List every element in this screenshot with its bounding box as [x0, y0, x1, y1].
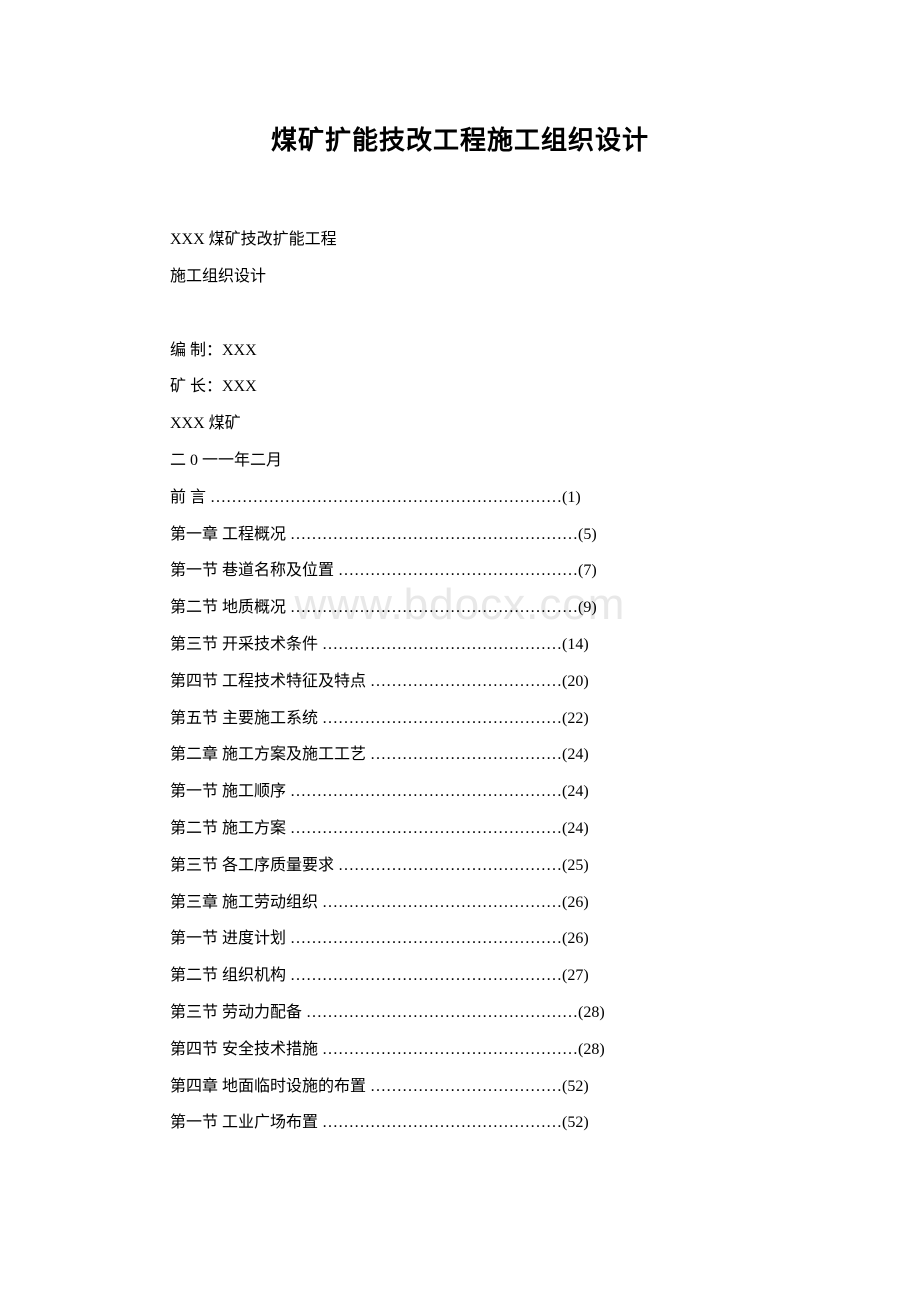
toc-page: (7) [578, 562, 597, 579]
toc-label: 第二节 施工方案 [170, 820, 286, 837]
toc-dots: ………………………………………………………… [206, 489, 562, 506]
document-title: 煤矿扩能技改工程施工组织设计 [170, 120, 750, 157]
toc-label: 第三节 各工序质量要求 [170, 857, 334, 874]
toc-entry: 第二节 施工方案 ……………………………………………(24) [170, 811, 750, 848]
toc-page: (22) [562, 710, 589, 727]
toc-entry: 第四节 安全技术措施 …………………………………………(28) [170, 1032, 750, 1069]
toc-label: 第二章 施工方案及施工工艺 [170, 746, 366, 763]
toc-page: (52) [562, 1078, 589, 1095]
header-line: XXX 煤矿技改扩能工程 [170, 222, 750, 259]
toc-entry: 第一章 工程概况 ………………………………………………(5) [170, 517, 750, 554]
toc-dots: …………………………………………… [302, 1004, 578, 1021]
toc-entry: 第四节 工程技术特征及特点 ………………………………(20) [170, 664, 750, 701]
toc-page: (24) [562, 746, 589, 763]
toc-label: 第三节 开采技术条件 [170, 636, 318, 653]
toc-label: 第一节 施工顺序 [170, 783, 286, 800]
toc-dots: ……………………………… [366, 673, 562, 690]
toc-page: (25) [562, 857, 589, 874]
toc-entry: 前 言 …………………………………………………………(1) [170, 480, 750, 517]
toc-page: (52) [562, 1114, 589, 1131]
toc-dots: ……………………………… [366, 746, 562, 763]
toc-entry: 第二章 施工方案及施工工艺 ………………………………(24) [170, 737, 750, 774]
document-page: 煤矿扩能技改工程施工组织设计 XXX 煤矿技改扩能工程 施工组织设计 编 制：X… [0, 0, 920, 1202]
toc-dots: ……………………………… [366, 1078, 562, 1095]
spacer [170, 296, 750, 333]
toc-entry: 第五节 主要施工系统 ………………………………………(22) [170, 701, 750, 738]
toc-page: (28) [578, 1041, 605, 1058]
info-line: 矿 长：XXX [170, 369, 750, 406]
toc-label: 第一节 工业广场布置 [170, 1114, 318, 1131]
toc-entry: 第四章 地面临时设施的布置 ………………………………(52) [170, 1069, 750, 1106]
toc-dots: …………………………………… [334, 857, 562, 874]
toc-dots: ………………………………………… [318, 1041, 578, 1058]
toc-page: (24) [562, 783, 589, 800]
toc-page: (20) [562, 673, 589, 690]
toc-page: (9) [578, 599, 597, 616]
toc-page: (27) [562, 967, 589, 984]
header-line: 施工组织设计 [170, 259, 750, 296]
toc-entry: 第三节 各工序质量要求 ……………………………………(25) [170, 848, 750, 885]
toc-entry: 第三节 劳动力配备 ……………………………………………(28) [170, 995, 750, 1032]
toc-page: (24) [562, 820, 589, 837]
toc-dots: …………………………………………… [286, 967, 562, 984]
toc-dots: ……………………………………………… [286, 526, 578, 543]
toc-entry: 第二节 组织机构 ……………………………………………(27) [170, 958, 750, 995]
toc-label: 第五节 主要施工系统 [170, 710, 318, 727]
toc-page: (14) [562, 636, 589, 653]
toc-dots: ……………………………………… [318, 894, 562, 911]
toc-dots: ……………………………………… [318, 710, 562, 727]
toc-label: 第三节 劳动力配备 [170, 1004, 302, 1021]
toc-label: 前 言 [170, 489, 206, 506]
info-line: XXX 煤矿 [170, 406, 750, 443]
toc-label: 第一节 巷道名称及位置 [170, 562, 334, 579]
toc-label: 第二节 组织机构 [170, 967, 286, 984]
toc-entry: 第三章 施工劳动组织 ………………………………………(26) [170, 885, 750, 922]
toc-entry: 第二节 地质概况 ………………………………………………(9) [170, 590, 750, 627]
toc-dots: …………………………………………… [286, 930, 562, 947]
toc-dots: ……………………………………………… [286, 599, 578, 616]
toc-dots: ……………………………………… [334, 562, 578, 579]
toc-label: 第四节 安全技术措施 [170, 1041, 318, 1058]
toc-label: 第四节 工程技术特征及特点 [170, 673, 366, 690]
toc-dots: ……………………………………… [318, 636, 562, 653]
toc-entry: 第一节 工业广场布置 ………………………………………(52) [170, 1105, 750, 1142]
toc-page: (26) [562, 894, 589, 911]
toc-label: 第三章 施工劳动组织 [170, 894, 318, 911]
info-line: 二 0 一一年二月 [170, 443, 750, 480]
toc-entry: 第一节 施工顺序 ……………………………………………(24) [170, 774, 750, 811]
toc-dots: …………………………………………… [286, 820, 562, 837]
toc-entry: 第一节 进度计划 ……………………………………………(26) [170, 921, 750, 958]
toc-dots: ……………………………………… [318, 1114, 562, 1131]
toc-page: (5) [578, 526, 597, 543]
toc-page: (1) [562, 489, 581, 506]
info-line: 编 制：XXX [170, 333, 750, 370]
toc-page: (28) [578, 1004, 605, 1021]
toc-page: (26) [562, 930, 589, 947]
toc-label: 第一章 工程概况 [170, 526, 286, 543]
toc-label: 第二节 地质概况 [170, 599, 286, 616]
toc-entry: 第一节 巷道名称及位置 ………………………………………(7) [170, 553, 750, 590]
toc-dots: …………………………………………… [286, 783, 562, 800]
toc-label: 第一节 进度计划 [170, 930, 286, 947]
toc-entry: 第三节 开采技术条件 ………………………………………(14) [170, 627, 750, 664]
toc-label: 第四章 地面临时设施的布置 [170, 1078, 366, 1095]
